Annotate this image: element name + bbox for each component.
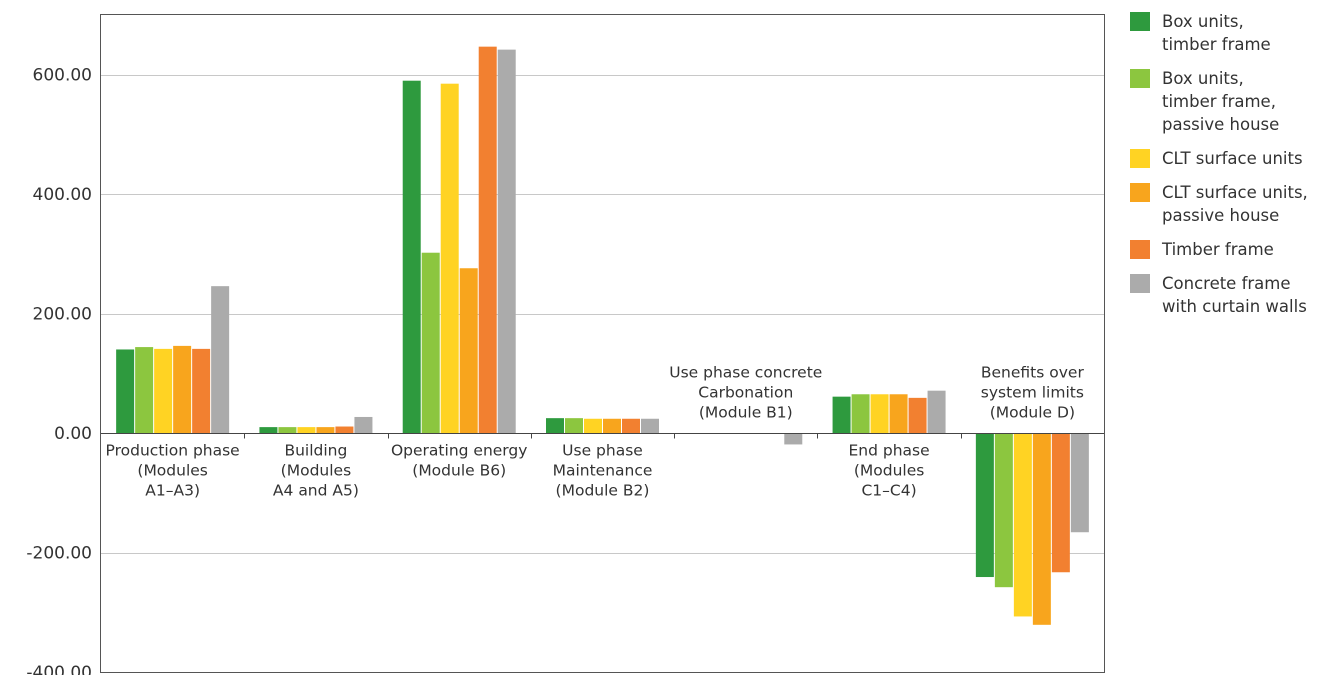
bar xyxy=(546,418,564,434)
y-tick-label: 400.00 xyxy=(33,185,92,205)
bar xyxy=(908,397,927,434)
legend-swatch xyxy=(1130,240,1150,259)
y-tick-label: 600.00 xyxy=(33,66,92,86)
bar xyxy=(641,418,659,434)
bar xyxy=(1051,433,1070,573)
bar xyxy=(994,433,1013,588)
legend-label: Box units, timber frame xyxy=(1162,12,1271,54)
bar xyxy=(173,345,192,434)
category-label: End phase (Modules C1–C4) xyxy=(848,442,929,500)
grid-lines xyxy=(101,75,1104,554)
legend-label: CLT surface units, passive house xyxy=(1162,183,1308,225)
legend-swatch xyxy=(1130,274,1150,293)
x-axis xyxy=(101,433,1104,439)
bar xyxy=(278,427,297,434)
legend-label: Concrete frame with curtain walls xyxy=(1162,274,1307,316)
bar xyxy=(851,394,870,434)
bar xyxy=(832,396,851,434)
bar xyxy=(1013,433,1032,617)
y-tick-label: 0.00 xyxy=(54,424,92,444)
bar xyxy=(497,49,516,434)
bar xyxy=(440,83,459,434)
y-tick-label: -200.00 xyxy=(26,544,92,564)
legend-label: Timber frame xyxy=(1162,240,1274,259)
legend-swatch xyxy=(1130,69,1150,88)
legend-swatch xyxy=(1130,149,1150,168)
y-tick-label: -400.00 xyxy=(26,663,92,675)
bar xyxy=(192,348,211,434)
bar xyxy=(584,418,602,434)
legend-label: Box units, timber frame, passive house xyxy=(1162,69,1280,134)
bar xyxy=(927,390,946,434)
bar xyxy=(459,268,478,434)
bar xyxy=(784,433,803,445)
bar xyxy=(1070,433,1089,533)
bar xyxy=(297,427,316,434)
legend-item: CLT surface units, passive house xyxy=(1130,181,1336,227)
category-label: Use phase Maintenance (Module B2) xyxy=(553,442,653,500)
category-label: Operating energy (Module B6) xyxy=(391,442,527,480)
legend-item: Concrete frame with curtain walls xyxy=(1130,272,1336,318)
bar xyxy=(603,418,621,434)
y-tick-label: 200.00 xyxy=(33,305,92,325)
bar xyxy=(135,347,154,434)
legend-swatch xyxy=(1130,12,1150,31)
bar xyxy=(622,418,640,434)
bar xyxy=(402,80,421,434)
legend-item: Timber frame xyxy=(1130,238,1336,261)
bar xyxy=(354,416,373,434)
bar xyxy=(211,286,230,434)
bar xyxy=(116,349,135,434)
bar xyxy=(889,394,908,434)
plot-frame xyxy=(100,14,1105,673)
bar xyxy=(975,433,994,578)
legend-item: CLT surface units xyxy=(1130,147,1336,170)
legend-label: CLT surface units xyxy=(1162,149,1303,168)
bar xyxy=(335,426,354,434)
category-label: Production phase (Modules A1–A3) xyxy=(106,442,240,500)
bar xyxy=(1032,433,1051,625)
legend-item: Box units, timber frame, passive house xyxy=(1130,67,1336,136)
legend: Box units, timber frame Box units, timber… xyxy=(1130,10,1336,329)
bars xyxy=(116,46,1089,625)
category-labels: Production phase (Modules A1–A3) Building (M… xyxy=(106,364,1085,500)
legend-swatch xyxy=(1130,183,1150,202)
bar xyxy=(565,418,583,434)
bar xyxy=(478,46,497,434)
bar xyxy=(154,348,173,434)
bar xyxy=(421,252,440,434)
category-label: Use phase concrete Carbonation (Module B1) xyxy=(669,364,822,422)
category-label: Building (Modules A4 and A5) xyxy=(273,442,359,500)
y-axis-ticks: -400.00 -200.00 0.00 200.00 400.00 600.00 xyxy=(26,66,92,675)
bar xyxy=(870,394,889,434)
category-label: Benefits over system limits (Module D) xyxy=(981,364,1085,422)
bar xyxy=(259,427,278,434)
bar xyxy=(316,427,335,434)
legend-item: Box units, timber frame xyxy=(1130,10,1336,56)
